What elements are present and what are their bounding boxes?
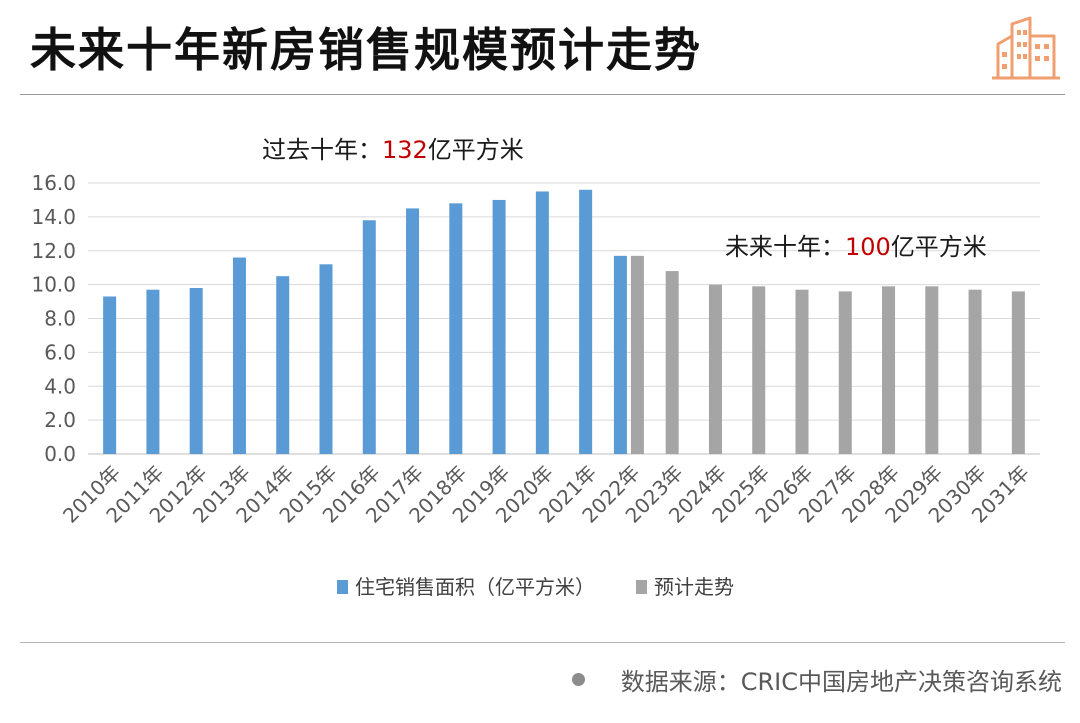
bar-forecast-2026年 (795, 289, 809, 454)
bar-actual-2010年 (103, 296, 117, 454)
y-tick-label: 0.0 (44, 442, 76, 466)
annotation-suffix: 亿平方米 (891, 233, 987, 261)
bar-forecast-2030年 (968, 289, 982, 454)
bar-actual-2018年 (449, 203, 463, 454)
y-tick-label: 12.0 (31, 239, 76, 263)
bar-forecast-2028年 (882, 286, 896, 454)
y-tick-label: 14.0 (31, 205, 76, 229)
building-icon (992, 16, 1060, 80)
annotation-value: 100 (845, 233, 891, 261)
legend-swatch (636, 580, 647, 594)
y-axis-ticks: 0.0 2.0 4.0 6.0 8.0 10.0 12.0 14.0 16.0 (31, 171, 76, 466)
bar-actual-2015年 (319, 264, 333, 454)
bar-actual-2021年 (579, 189, 593, 454)
bar-actual-2013年 (232, 257, 246, 454)
legend: 住宅销售面积（亿平方米） 预计走势 (337, 575, 734, 599)
x-axis-ticks: 2010年2011年2012年2013年2014年2015年2016年2017年… (58, 461, 1034, 528)
bar-actual-2017年 (406, 208, 420, 454)
legend-label: 住宅销售面积（亿平方米） (355, 575, 595, 599)
bar-forecast-2031年 (1011, 291, 1025, 454)
bar-actual-2011年 (146, 289, 160, 454)
bars (103, 189, 1025, 454)
legend-label: 预计走势 (654, 575, 734, 599)
legend-swatch (337, 580, 348, 594)
annotation-prefix: 过去十年： (262, 136, 382, 164)
bar-actual-2019年 (492, 199, 506, 454)
grid-lines (88, 182, 1040, 455)
annotation-label: 过去十年：132亿平方米 (262, 136, 524, 164)
bar-forecast-2027年 (838, 291, 852, 454)
y-tick-label: 8.0 (44, 307, 76, 331)
bar-actual-2012年 (189, 288, 203, 454)
bar-forecast-2024年 (708, 284, 722, 454)
y-tick-label: 4.0 (44, 374, 76, 398)
annotation-label: 未来十年：100亿平方米 (725, 233, 987, 261)
bar-forecast-2029年 (925, 286, 939, 454)
title-divider (20, 94, 1065, 95)
y-tick-label: 16.0 (31, 171, 76, 195)
annotation-value: 132 (382, 136, 428, 164)
source-text: 数据来源：CRIC中国房地产决策咨询系统 (620, 668, 1062, 696)
annotation-prefix: 未来十年： (725, 233, 845, 261)
bar-forecast-2023年 (665, 271, 679, 454)
page-title: 未来十年新房销售规模预计走势 (30, 23, 702, 77)
bar-actual-2020年 (535, 191, 549, 454)
bar-forecast-2025年 (752, 286, 766, 454)
bar-actual-2016年 (362, 220, 376, 454)
y-tick-label: 6.0 (44, 340, 76, 364)
bullet-icon (571, 673, 585, 686)
bar-actual-2014年 (276, 276, 290, 454)
bar-actual-2022年 (613, 255, 627, 454)
source-note: 数据来源：CRIC中国房地产决策咨询系统 (571, 662, 1062, 697)
y-tick-label: 10.0 (31, 273, 76, 297)
bar-forecast-2022年 (630, 255, 644, 454)
annotation-suffix: 亿平方米 (428, 136, 524, 164)
y-tick-label: 2.0 (44, 408, 76, 432)
footer-divider (20, 642, 1065, 643)
